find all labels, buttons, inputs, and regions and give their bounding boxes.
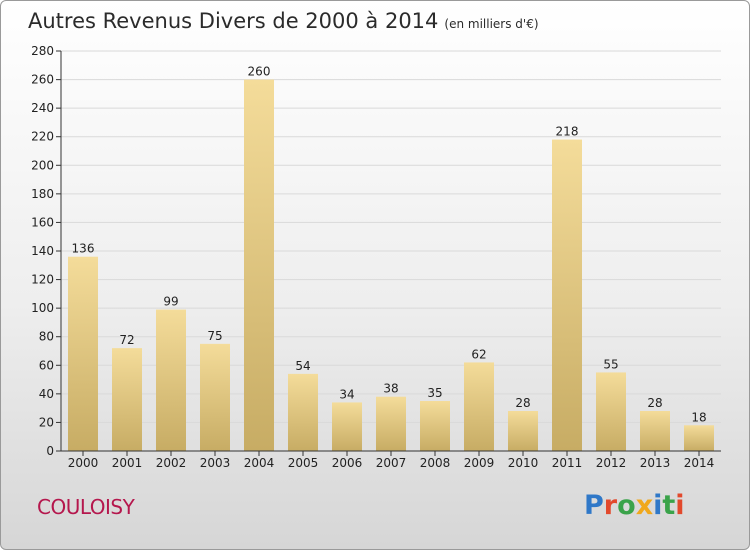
chart-unit-note: (en milliers d'€) (444, 17, 539, 31)
data-label-2009: 62 (471, 347, 486, 361)
logo-letter: x (635, 490, 654, 521)
x-tick-label: 2011 (552, 456, 583, 470)
y-tick-label: 220 (31, 130, 54, 144)
logo-letter: r (603, 490, 618, 521)
x-tick-label: 2001 (112, 456, 143, 470)
x-tick-label: 2013 (640, 456, 671, 470)
x-tick-label: 2003 (200, 456, 231, 470)
data-label-2001: 72 (119, 333, 134, 347)
axes (56, 50, 721, 456)
bar-2009 (464, 362, 494, 451)
bar-2004 (244, 79, 274, 452)
x-tick-label: 2009 (464, 456, 495, 470)
data-label-2010: 28 (515, 396, 530, 410)
y-tick-label: 280 (31, 44, 54, 58)
bar-2007 (376, 396, 406, 451)
x-tick-label: 2007 (376, 456, 407, 470)
data-label-2003: 75 (207, 329, 222, 343)
tick-labels: 0 20 40 60 80 100 120 140 160 180 200 220 240 260 280 1… (31, 44, 714, 470)
bar-2005 (288, 373, 318, 451)
data-label-2002: 99 (163, 295, 178, 309)
y-tick-label: 100 (31, 301, 54, 315)
x-tick-label: 2012 (596, 456, 627, 470)
x-tick-label: 2000 (68, 456, 99, 470)
bar-2001 (112, 348, 142, 451)
bar-2010 (508, 411, 538, 451)
data-label-2011: 218 (556, 125, 579, 139)
x-tick-label: 2008 (420, 456, 451, 470)
y-tick-label: 120 (31, 273, 54, 287)
x-tick-label: 2005 (288, 456, 319, 470)
proxiti-logo: Proxiti (584, 490, 685, 521)
bar-2002 (156, 309, 186, 451)
bar-2000 (68, 256, 98, 451)
y-tick-label: 40 (39, 387, 54, 401)
logo-letter: o (617, 490, 636, 521)
chart-title: Autres Revenus Divers de 2000 à 2014 (28, 9, 439, 33)
x-tick-label: 2006 (332, 456, 363, 470)
logo-letter: i (653, 490, 663, 521)
y-tick-label: 200 (31, 158, 54, 172)
bar-2013 (640, 411, 670, 451)
data-label-2000: 136 (72, 242, 95, 256)
y-tick-label: 80 (39, 330, 54, 344)
logo-letter: i (675, 490, 685, 521)
data-label-2007: 38 (383, 382, 398, 396)
town-name: COULOISY (37, 495, 135, 519)
bars (68, 79, 714, 452)
y-tick-label: 160 (31, 215, 54, 229)
data-label-2008: 35 (427, 386, 442, 400)
data-label-2004: 260 (248, 65, 271, 79)
x-tick-label: 2002 (156, 456, 187, 470)
data-label-2012: 55 (603, 357, 618, 371)
data-label-2005: 54 (295, 359, 310, 373)
bar-2003 (200, 343, 230, 451)
y-tick-label: 240 (31, 101, 54, 115)
chart-title-block: Autres Revenus Divers de 2000 à 2014 (en … (28, 9, 539, 33)
bar-2014 (684, 425, 714, 451)
x-tick-label: 2004 (244, 456, 275, 470)
y-tick-label: 260 (31, 73, 54, 87)
bar-2008 (420, 401, 450, 451)
y-tick-label: 20 (39, 415, 54, 429)
y-tick-label: 180 (31, 187, 54, 201)
y-tick-label: 0 (46, 444, 54, 458)
y-tick-label: 60 (39, 358, 54, 372)
x-tick-label: 2014 (684, 456, 715, 470)
logo-letter: t (662, 490, 676, 521)
data-label-2014: 18 (691, 410, 706, 424)
bar-2012 (596, 372, 626, 451)
logo-letter: P (584, 490, 604, 521)
data-label-2006: 34 (339, 387, 354, 401)
data-label-2013: 28 (647, 396, 662, 410)
bar-2006 (332, 402, 362, 451)
bar-2011 (552, 139, 582, 452)
x-tick-label: 2010 (508, 456, 539, 470)
y-tick-label: 140 (31, 244, 54, 258)
